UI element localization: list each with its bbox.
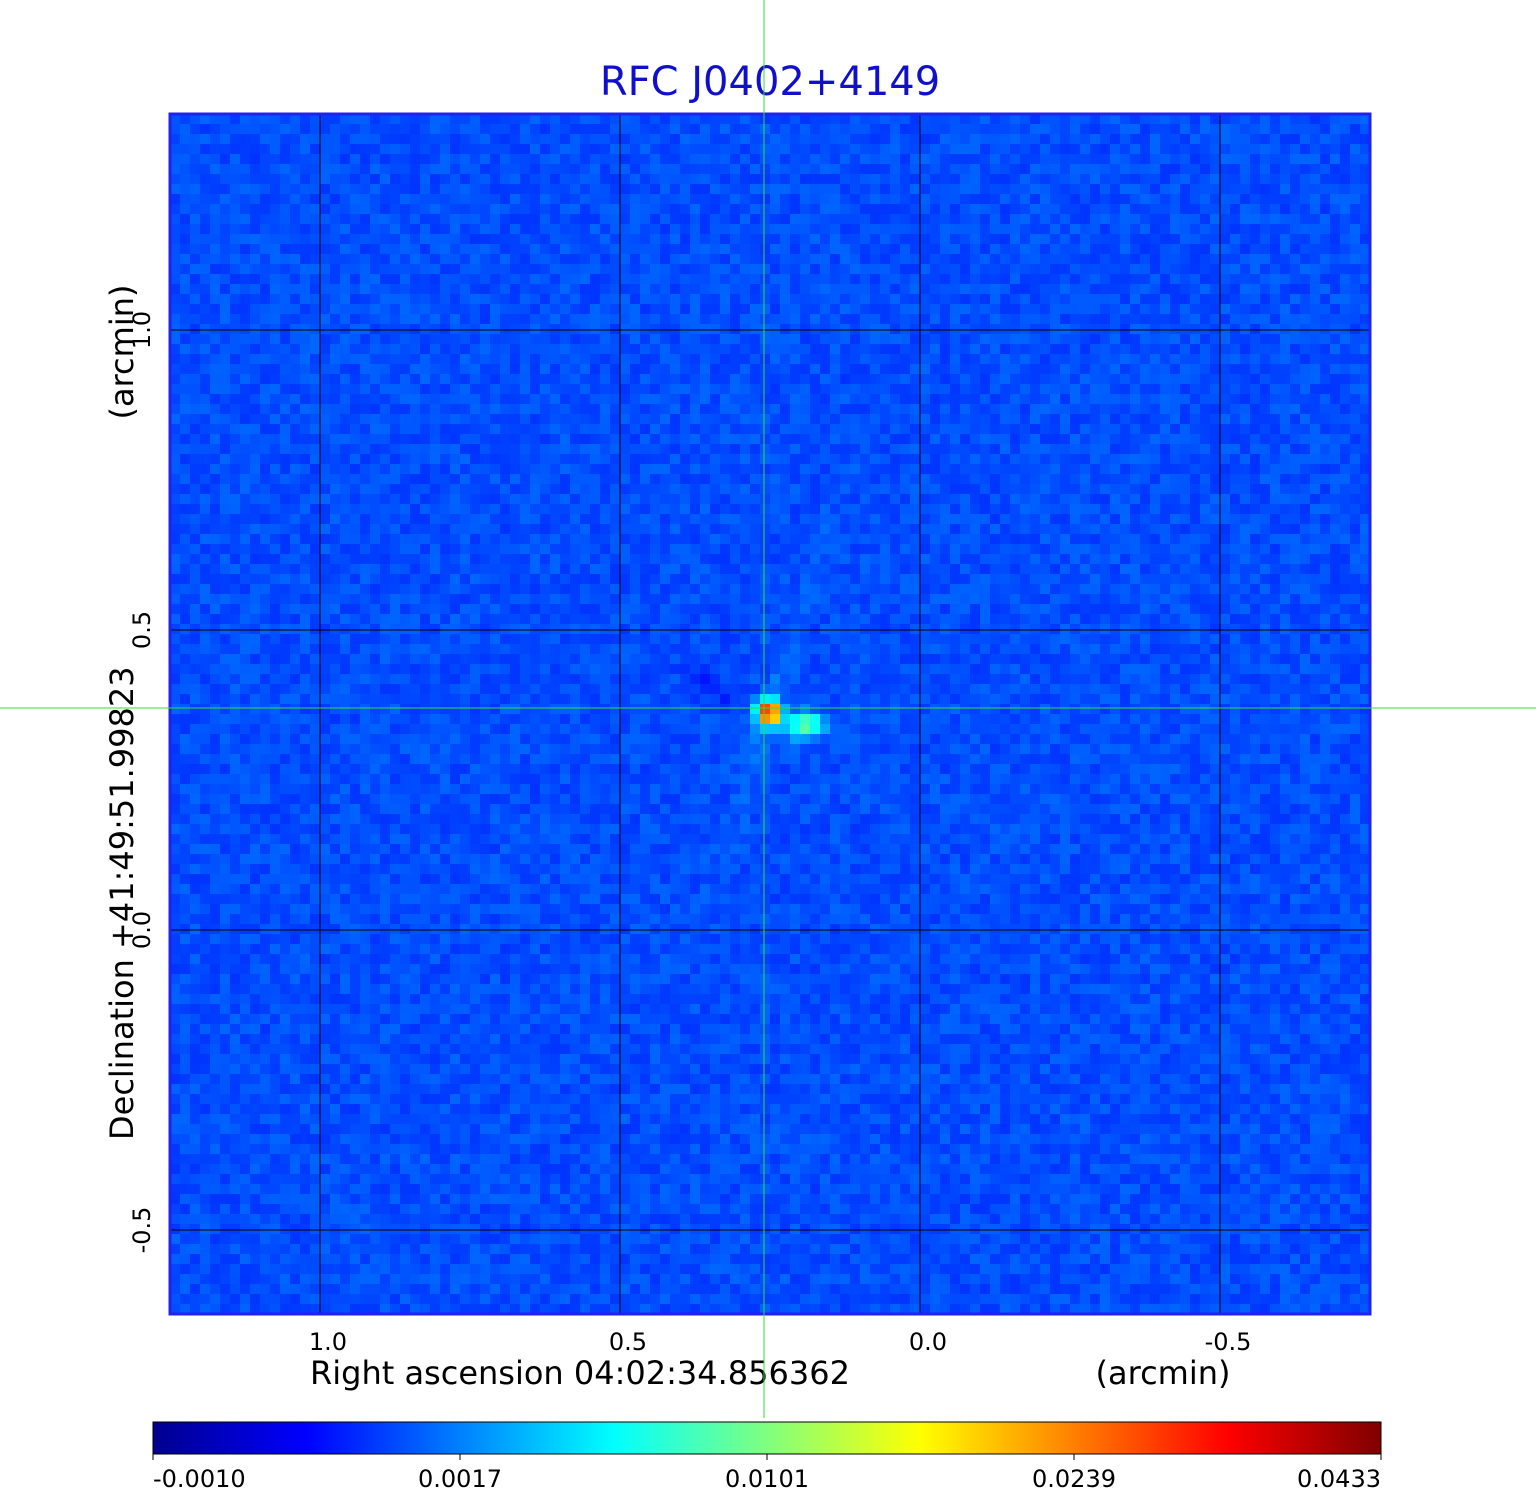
y-tick-labels: 1.0 0.5 0.0 -0.5 bbox=[128, 311, 156, 1254]
x-tick-label: 0.0 bbox=[909, 1328, 947, 1356]
x-axis-unit: (arcmin) bbox=[1096, 1354, 1231, 1392]
x-axis-label: Right ascension 04:02:34.856362 bbox=[310, 1354, 850, 1392]
image-pixels bbox=[170, 114, 1370, 1314]
y-tick-label: -0.5 bbox=[128, 1207, 156, 1254]
x-tick-labels: 1.0 0.5 0.0 -0.5 bbox=[309, 1328, 1252, 1356]
y-tick-label: 1.0 bbox=[128, 311, 156, 349]
y-tick-label: 0.5 bbox=[128, 611, 156, 649]
colorbar-tick-labels: -0.0010 0.0017 0.0101 0.0239 0.0433 bbox=[152, 1454, 1382, 1493]
colorbar-tick-label: 0.0101 bbox=[725, 1465, 809, 1493]
plot-frame bbox=[168, 112, 1372, 1316]
x-tick-label: 1.0 bbox=[309, 1328, 347, 1356]
colorbar-tick-label: 0.0239 bbox=[1032, 1465, 1116, 1493]
colorbar-gradient bbox=[152, 1421, 1382, 1455]
y-axis-unit: (arcmin) bbox=[103, 285, 141, 420]
colorbar-tick-label: 0.0017 bbox=[418, 1465, 502, 1493]
chart-title: RFC J0402+4149 bbox=[600, 59, 940, 105]
y-axis-label: Declination +41:49:51.99823 bbox=[103, 666, 141, 1140]
colorbar bbox=[152, 1421, 1382, 1455]
colorbar-tick-label: 0.0433 bbox=[1297, 1465, 1381, 1493]
colorbar-tick-label: -0.0010 bbox=[153, 1465, 246, 1493]
crosshair bbox=[0, 0, 1536, 1418]
x-tick-label: 0.5 bbox=[609, 1328, 647, 1356]
y-tick-label: 0.0 bbox=[128, 911, 156, 949]
grid-lines bbox=[170, 114, 1370, 1314]
x-tick-label: -0.5 bbox=[1205, 1328, 1252, 1356]
